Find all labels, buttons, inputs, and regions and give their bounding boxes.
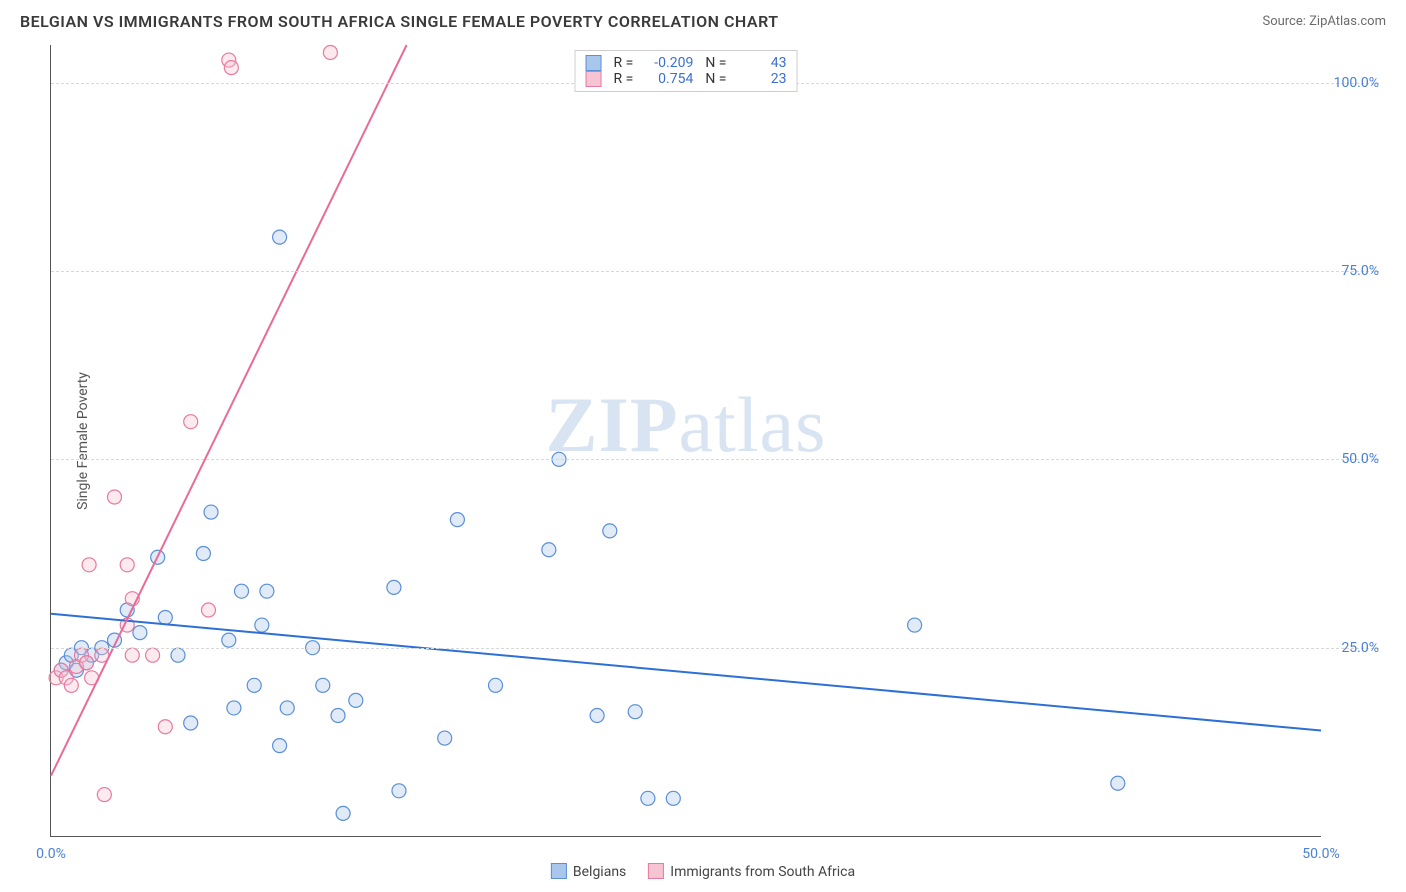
data-point-south_africa <box>224 61 238 75</box>
n-label: N = <box>705 71 726 87</box>
y-tick-label: 50.0% <box>1324 451 1379 467</box>
data-point-south_africa <box>82 558 96 572</box>
data-point-belgians <box>171 648 185 662</box>
data-point-belgians <box>590 708 604 722</box>
correlation-row-sa: R = 0.754 N = 23 <box>586 71 787 87</box>
y-tick-label: 75.0% <box>1324 263 1379 279</box>
swatch-south-africa <box>586 71 602 87</box>
r-value-belgians: -0.209 <box>641 55 693 71</box>
legend-item-belgians: Belgians <box>551 863 626 880</box>
header: BELGIAN VS IMMIGRANTS FROM SOUTH AFRICA … <box>0 0 1406 39</box>
trend-line-south_africa <box>51 45 407 776</box>
data-point-south_africa <box>120 558 134 572</box>
data-point-belgians <box>273 230 287 244</box>
data-point-belgians <box>204 505 218 519</box>
series-legend: Belgians Immigrants from South Africa <box>551 863 855 880</box>
trend-line-belgians <box>51 614 1321 731</box>
data-point-belgians <box>227 701 241 715</box>
swatch-belgians <box>586 55 602 71</box>
data-point-south_africa <box>80 656 94 670</box>
gridline-h <box>51 648 1379 649</box>
y-tick-label: 25.0% <box>1324 640 1379 656</box>
x-tick-label: 50.0% <box>1302 846 1340 862</box>
data-point-belgians <box>349 693 363 707</box>
data-point-belgians <box>184 716 198 730</box>
r-label: R = <box>614 55 634 71</box>
data-point-belgians <box>542 543 556 557</box>
chart-title: BELGIAN VS IMMIGRANTS FROM SOUTH AFRICA … <box>20 12 779 31</box>
correlation-legend: R = -0.209 N = 43 R = 0.754 N = 23 <box>575 50 798 92</box>
data-point-belgians <box>1111 776 1125 790</box>
data-point-belgians <box>273 739 287 753</box>
data-point-south_africa <box>146 648 160 662</box>
swatch-south-africa <box>648 863 664 879</box>
data-point-belgians <box>336 806 350 820</box>
data-point-south_africa <box>201 603 215 617</box>
data-point-belgians <box>387 580 401 594</box>
plot-svg <box>51 45 1321 836</box>
data-point-belgians <box>255 618 269 632</box>
source-name: ZipAtlas.com <box>1309 14 1386 29</box>
data-point-belgians <box>247 678 261 692</box>
data-point-belgians <box>331 708 345 722</box>
data-point-belgians <box>260 584 274 598</box>
n-value-sa: 23 <box>734 71 786 87</box>
y-tick-label: 100.0% <box>1324 75 1379 91</box>
gridline-h <box>51 271 1379 272</box>
data-point-belgians <box>392 784 406 798</box>
data-point-belgians <box>316 678 330 692</box>
data-point-south_africa <box>125 648 139 662</box>
plot-region: ZIPatlas R = -0.209 N = 43 R = 0.754 N =… <box>50 45 1321 837</box>
legend-item-sa: Immigrants from South Africa <box>648 863 855 880</box>
n-value-belgians: 43 <box>734 55 786 71</box>
data-point-belgians <box>603 524 617 538</box>
n-label: N = <box>705 55 726 71</box>
data-point-belgians <box>641 791 655 805</box>
legend-label-sa: Immigrants from South Africa <box>670 864 855 880</box>
data-point-belgians <box>489 678 503 692</box>
data-point-south_africa <box>108 490 122 504</box>
r-value-sa: 0.754 <box>641 71 693 87</box>
data-point-belgians <box>222 633 236 647</box>
swatch-belgians <box>551 863 567 879</box>
data-point-belgians <box>235 584 249 598</box>
source-prefix: Source: <box>1262 14 1309 29</box>
x-tick-label: 0.0% <box>36 846 66 862</box>
data-point-belgians <box>908 618 922 632</box>
data-point-belgians <box>628 705 642 719</box>
r-label: R = <box>614 71 634 87</box>
correlation-row-belgians: R = -0.209 N = 43 <box>586 55 787 71</box>
data-point-belgians <box>196 547 210 561</box>
data-point-belgians <box>666 791 680 805</box>
source-credit: Source: ZipAtlas.com <box>1262 14 1386 29</box>
legend-label-belgians: Belgians <box>573 864 626 880</box>
data-point-south_africa <box>323 46 337 60</box>
data-point-belgians <box>450 513 464 527</box>
data-point-belgians <box>280 701 294 715</box>
data-point-south_africa <box>184 415 198 429</box>
data-point-belgians <box>133 626 147 640</box>
chart-area: Single Female Poverty ZIPatlas R = -0.20… <box>50 45 1381 837</box>
gridline-h <box>51 459 1379 460</box>
data-point-belgians <box>158 611 172 625</box>
data-point-south_africa <box>158 720 172 734</box>
data-point-south_africa <box>97 788 111 802</box>
data-point-south_africa <box>64 678 78 692</box>
data-point-belgians <box>438 731 452 745</box>
